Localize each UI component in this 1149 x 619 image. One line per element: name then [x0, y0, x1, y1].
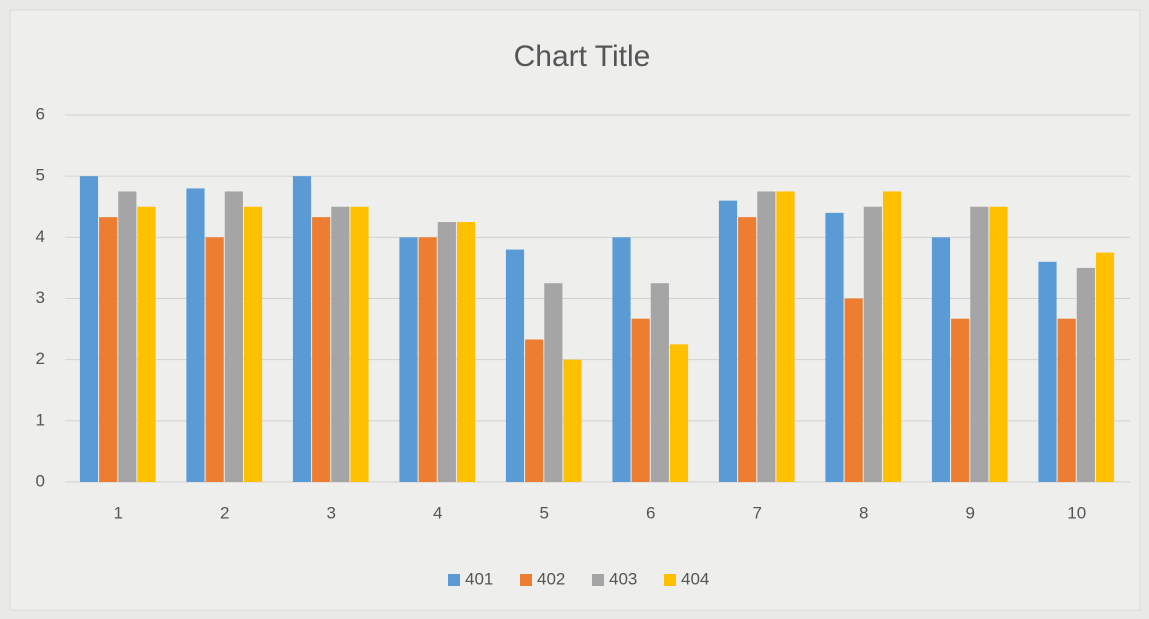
bar — [137, 206, 156, 482]
bar — [844, 298, 863, 482]
bar — [1038, 261, 1057, 482]
x-tick-label: 1 — [114, 503, 123, 522]
y-tick-label: 4 — [36, 227, 45, 246]
legend-swatch — [448, 574, 460, 586]
y-tick-label: 1 — [36, 410, 45, 429]
x-tick-label: 5 — [540, 503, 549, 522]
bar — [292, 176, 312, 482]
x-tick-label: 8 — [859, 503, 868, 522]
bar — [631, 318, 650, 482]
bar — [399, 237, 418, 482]
legend-swatch — [520, 574, 532, 586]
legend-label: 401 — [465, 569, 493, 588]
bar — [99, 217, 118, 483]
legend-swatch — [592, 574, 604, 586]
y-tick-label: 5 — [36, 166, 45, 185]
bar — [505, 249, 525, 482]
bar — [612, 237, 631, 482]
x-tick-label: 2 — [220, 503, 229, 522]
bar — [776, 191, 795, 483]
bar — [544, 283, 563, 482]
bar — [205, 237, 224, 482]
bar — [1076, 267, 1095, 482]
bar — [224, 191, 243, 483]
y-tick-label: 2 — [36, 349, 45, 368]
chart-title: Chart Title — [514, 40, 651, 73]
bar — [1095, 252, 1115, 482]
bar — [186, 188, 205, 482]
bar — [931, 237, 951, 482]
legend-label: 402 — [537, 569, 565, 588]
x-tick-label: 10 — [1067, 503, 1086, 522]
bar — [456, 222, 476, 482]
y-tick-label: 3 — [36, 288, 45, 307]
bar — [757, 191, 776, 483]
x-tick-label: 9 — [966, 503, 975, 522]
bar — [243, 206, 263, 482]
bar — [882, 191, 902, 483]
bar — [669, 344, 689, 482]
x-tick-label: 4 — [433, 503, 442, 522]
bar — [970, 206, 989, 482]
bar — [863, 206, 882, 482]
bar — [650, 283, 669, 482]
bar — [951, 318, 970, 482]
bar — [718, 200, 738, 482]
bar — [331, 206, 350, 482]
legend-label: 404 — [681, 569, 709, 588]
bar — [79, 176, 99, 482]
bar — [437, 222, 456, 482]
bar — [738, 217, 757, 483]
bar — [825, 212, 844, 482]
legend-swatch — [664, 574, 676, 586]
bar — [563, 359, 582, 482]
y-tick-label: 0 — [36, 471, 45, 490]
bar — [312, 217, 331, 483]
bar — [989, 206, 1008, 482]
y-tick-label: 6 — [36, 104, 45, 123]
bar — [1057, 318, 1076, 482]
bar — [525, 339, 544, 482]
x-tick-label: 3 — [327, 503, 336, 522]
x-tick-label: 7 — [753, 503, 762, 522]
legend-label: 403 — [609, 569, 637, 588]
bar — [350, 206, 369, 482]
bar — [118, 191, 137, 483]
bar — [418, 237, 437, 482]
x-tick-label: 6 — [646, 503, 655, 522]
